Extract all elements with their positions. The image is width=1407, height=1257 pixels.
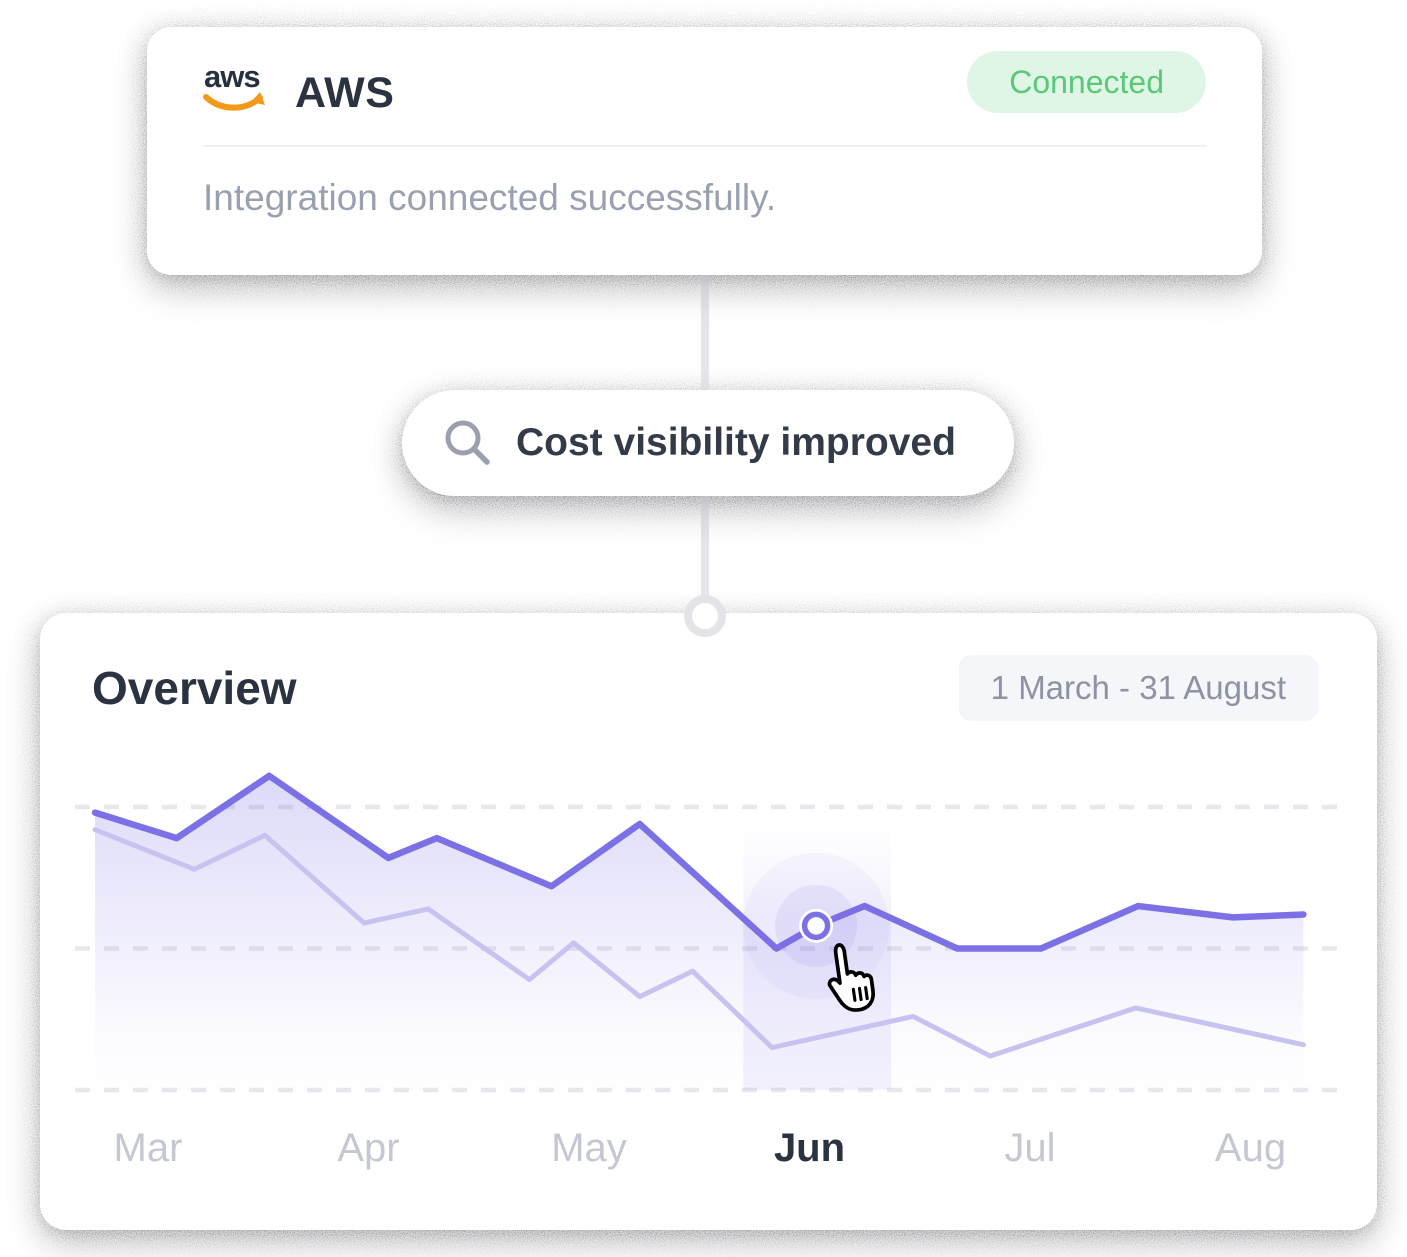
- aws-logo-icon: aws: [203, 59, 265, 111]
- x-axis-label-apr: Apr: [337, 1126, 399, 1170]
- x-axis-labels: Mar Apr May Jun Jul Aug: [114, 1126, 1287, 1170]
- insight-pill-label: Cost visibility improved: [516, 421, 956, 464]
- integration-title: AWS: [295, 69, 395, 117]
- integration-message: Integration connected successfully.: [203, 177, 777, 218]
- x-axis-label-aug: Aug: [1215, 1126, 1286, 1170]
- x-axis-label-may: May: [551, 1126, 627, 1170]
- aws-smile-swoosh: [203, 94, 263, 111]
- highlight-point: [743, 852, 890, 999]
- area-fill: [95, 775, 1304, 1097]
- x-axis-label-mar: Mar: [114, 1126, 183, 1170]
- integration-card: aws AWS Connected Integration connected …: [147, 27, 1262, 275]
- date-range-badge[interactable]: 1 March - 31 August: [958, 655, 1318, 721]
- overview-card-title: Overview: [92, 662, 297, 714]
- overview-chart[interactable]: Mar Apr May Jun Jul Aug: [40, 613, 1377, 1230]
- connector-line: [701, 150, 709, 618]
- series-lines: [91, 772, 1307, 1059]
- divider: [203, 145, 1207, 147]
- overview-card: Mar Apr May Jun Jul Aug Overview 1 March - 31…: [40, 613, 1377, 1230]
- search-icon: [445, 420, 490, 465]
- connector-node: [684, 595, 726, 637]
- aws-logo-text: aws: [204, 59, 260, 94]
- hand-cursor-icon: [827, 943, 876, 1012]
- status-badge: Connected: [967, 51, 1206, 113]
- insight-pill[interactable]: Cost visibility improved: [402, 390, 1014, 496]
- aws-smile-arrowhead: [251, 92, 265, 105]
- x-axis-label-jun: Jun: [774, 1126, 845, 1170]
- x-axis-label-jul: Jul: [1004, 1126, 1055, 1170]
